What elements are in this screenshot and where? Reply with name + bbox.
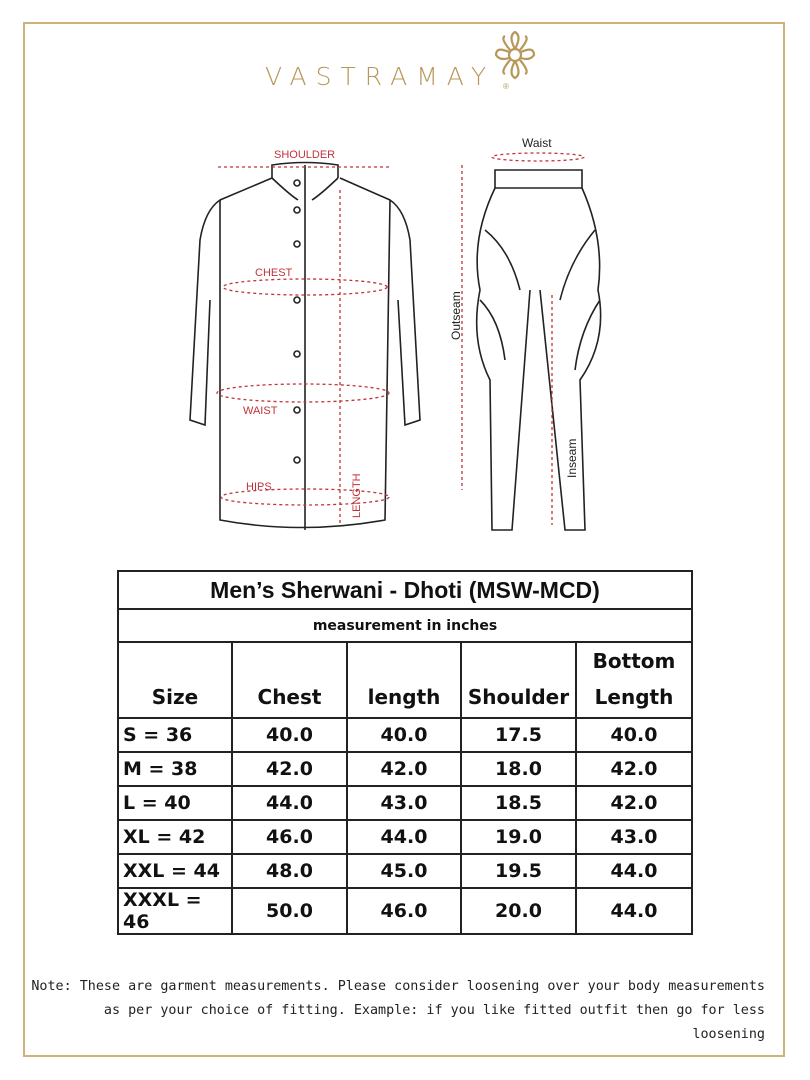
- header-length: length: [346, 641, 462, 719]
- dhoti-measure-lines: [461, 152, 585, 525]
- value-cell: 44.0: [575, 887, 693, 935]
- value-cell: 44.0: [346, 819, 462, 855]
- table-subtitle: measurement in inches: [117, 608, 693, 643]
- dhoti-illustration: [475, 169, 602, 531]
- table-row: M = 38 42.0 42.0 18.0 42.0: [117, 751, 693, 787]
- sherwani-illustration: [189, 161, 421, 530]
- value-cell: 50.0: [231, 887, 348, 935]
- note-line-1: Note: These are garment measurements. Pl…: [31, 979, 765, 994]
- value-cell: 48.0: [231, 853, 348, 889]
- label-outseam: Outseam: [449, 291, 463, 340]
- label-hips: HIPS: [246, 481, 272, 493]
- table-header-row: Size Chest length Shoulder Bottom Length: [117, 641, 693, 719]
- sherwani-measure-lines: [216, 166, 392, 525]
- value-cell: 42.0: [231, 751, 348, 787]
- table-row: XL = 42 46.0 44.0 19.0 43.0: [117, 819, 693, 855]
- value-cell: 42.0: [346, 751, 462, 787]
- value-cell: 46.0: [346, 887, 462, 935]
- value-cell: 42.0: [575, 785, 693, 821]
- registered-mark: ®: [503, 82, 509, 91]
- table-row: XXXL = 46 50.0 46.0 20.0 44.0: [117, 887, 693, 935]
- size-cell: XXXL = 46: [117, 887, 233, 935]
- page-border: [23, 22, 785, 1057]
- value-cell: 45.0: [346, 853, 462, 889]
- value-cell: 43.0: [346, 785, 462, 821]
- value-cell: 18.5: [460, 785, 577, 821]
- value-cell: 44.0: [575, 853, 693, 889]
- table-row: XXL = 44 48.0 45.0 19.5 44.0: [117, 853, 693, 889]
- label-shoulder: SHOULDER: [274, 149, 335, 161]
- table-row: L = 40 44.0 43.0 18.5 42.0: [117, 785, 693, 821]
- brand-logo: VASTRAMAY: [265, 62, 496, 91]
- value-cell: 17.5: [460, 717, 577, 753]
- label-waist: WAIST: [243, 405, 278, 417]
- size-cell: XXL = 44: [117, 853, 233, 889]
- value-cell: 44.0: [231, 785, 348, 821]
- value-cell: 46.0: [231, 819, 348, 855]
- brand-flower-icon: [494, 30, 536, 80]
- button-icons: [293, 179, 301, 464]
- label-length: LENGTH: [351, 473, 363, 518]
- garment-diagram: SHOULDER CHEST WAIST HIPS LENGTH Waist O…: [189, 136, 602, 531]
- value-cell: 40.0: [346, 717, 462, 753]
- value-cell: 19.0: [460, 819, 577, 855]
- size-cell: M = 38: [117, 751, 233, 787]
- header-bottom-length: Bottom Length: [575, 641, 693, 719]
- value-cell: 18.0: [460, 751, 577, 787]
- note-line-2: as per your choice of fitting. Example: …: [103, 1003, 765, 1042]
- label-inseam: Inseam: [565, 439, 579, 478]
- header-size: Size: [117, 641, 233, 719]
- table-row: S = 36 40.0 40.0 17.5 40.0: [117, 717, 693, 753]
- size-cell: S = 36: [117, 717, 233, 753]
- size-chart-table: Men’s Sherwani - Dhoti (MSW-MCD) measure…: [117, 570, 693, 935]
- value-cell: 40.0: [231, 717, 348, 753]
- header-chest: Chest: [231, 641, 348, 719]
- size-cell: XL = 42: [117, 819, 233, 855]
- header-shoulder: Shoulder: [460, 641, 577, 719]
- value-cell: 42.0: [575, 751, 693, 787]
- table-title: Men’s Sherwani - Dhoti (MSW-MCD): [117, 570, 693, 610]
- label-chest: CHEST: [255, 267, 293, 279]
- value-cell: 20.0: [460, 887, 577, 935]
- value-cell: 19.5: [460, 853, 577, 889]
- note-text: Note: These are garment measurements. Pl…: [25, 975, 765, 1047]
- size-cell: L = 40: [117, 785, 233, 821]
- value-cell: 40.0: [575, 717, 693, 753]
- label-dhoti-waist: Waist: [522, 136, 552, 150]
- value-cell: 43.0: [575, 819, 693, 855]
